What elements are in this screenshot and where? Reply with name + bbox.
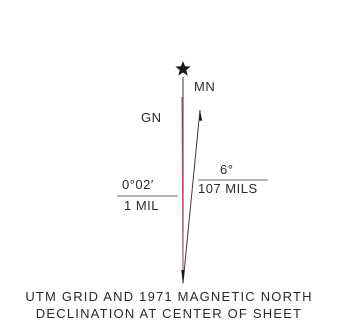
caption-line-2: DECLINATION AT CENTER OF SHEET [0,306,338,321]
true-north-star-icon [175,61,190,76]
grid-angle-mils: 1 MIL [124,198,159,213]
caption-line-1: UTM GRID AND 1971 MAGNETIC NORTH [0,289,338,304]
convergence-point-icon [181,270,184,285]
grid-north-label: GN [141,110,162,125]
grid-angle-degrees: 0°02′ [122,177,154,192]
magnetic-north-line [183,110,200,283]
magnetic-north-label: MN [194,79,215,94]
magnetic-angle-mils: 107 MILS [198,181,258,196]
magnetic-angle-degrees: 6° [220,162,233,177]
